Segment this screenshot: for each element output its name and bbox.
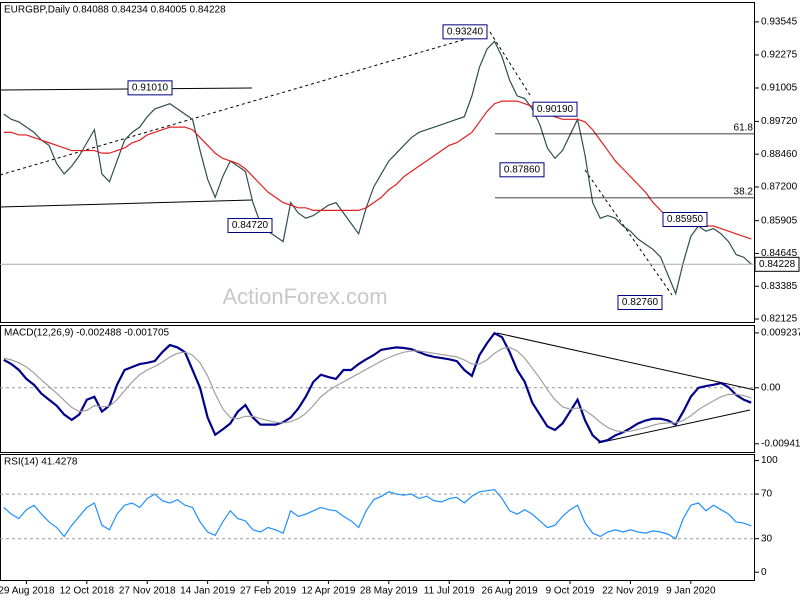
y-tick-label: 0.85905 <box>761 215 798 226</box>
series-line <box>3 331 752 444</box>
x-tick-label: 26 Aug 2019 <box>482 586 539 597</box>
y-tick-label: -0.009413 <box>761 438 800 449</box>
y-tick-label: 0.84645 <box>761 248 798 259</box>
series-line <box>3 40 752 296</box>
x-tick-label: 29 Aug 2018 <box>0 586 55 597</box>
trendline <box>0 199 253 208</box>
y-tick-label: 0.88460 <box>761 149 798 160</box>
price-panel <box>0 2 755 323</box>
trendline <box>584 169 673 296</box>
y-tick-label: 0.00 <box>761 382 781 393</box>
x-tick-label: 11 Jul 2019 <box>424 586 475 597</box>
fib-label: 38.2 <box>734 187 754 198</box>
y-tick-label: 70 <box>761 489 773 500</box>
x-tick-label: 22 Nov 2019 <box>602 586 659 597</box>
trendline <box>597 409 751 444</box>
trendline <box>489 31 531 96</box>
y-tick-label: 0.91005 <box>761 83 798 94</box>
y-tick-label: 0.83385 <box>761 281 798 292</box>
x-tick-label: 28 May 2019 <box>360 586 418 597</box>
series-line <box>3 100 752 240</box>
y-tick-label: 0.93545 <box>761 17 798 28</box>
rsi-panel <box>0 454 755 581</box>
annotation-label: 0.85950 <box>667 214 704 225</box>
x-tick-label: 14 Jan 2019 <box>180 586 235 597</box>
last-price-label: 0.84228 <box>759 259 796 270</box>
trendline <box>0 87 253 91</box>
annotation-box <box>617 294 663 310</box>
annotation-box <box>227 217 273 233</box>
annotation-box <box>662 211 708 227</box>
annotation-label: 0.93240 <box>447 26 484 37</box>
x-tick-label: 9 Oct 2019 <box>546 586 595 597</box>
x-tick-label: 12 Oct 2018 <box>60 586 115 597</box>
annotation-label: 0.84720 <box>232 220 269 231</box>
trendline <box>0 31 491 176</box>
x-tick-label: 9 Jan 2020 <box>666 586 716 597</box>
annotation-box <box>499 162 545 178</box>
x-tick-label: 12 Apr 2019 <box>301 586 355 597</box>
macd-title: MACD(12,26,9) -0.002488 -0.001705 <box>4 328 170 339</box>
y-tick-label: 30 <box>761 533 773 544</box>
y-tick-label: 0 <box>761 567 767 578</box>
y-tick-label: 100 <box>761 455 778 466</box>
annotation-label: 0.90190 <box>537 104 574 115</box>
annotation-label: 0.87860 <box>504 164 541 175</box>
annotation-label: 0.91010 <box>132 82 169 93</box>
last-price-box <box>754 256 800 272</box>
annotation-box <box>442 24 488 40</box>
annotation-box <box>532 101 578 117</box>
series-line <box>3 488 752 540</box>
watermark: ActionForex.com <box>222 284 387 309</box>
rsi-title: RSI(14) 41.4278 <box>4 457 78 468</box>
y-tick-label: 0.009237 <box>761 328 800 339</box>
y-tick-label: 0.89720 <box>761 116 798 127</box>
annotation-box <box>127 80 173 96</box>
x-tick-label: 27 Nov 2018 <box>119 586 176 597</box>
annotation-label: 0.82760 <box>622 297 659 308</box>
y-tick-label: 0.87200 <box>761 182 798 193</box>
macd-panel <box>0 325 755 453</box>
y-tick-label: 0.92275 <box>761 50 798 61</box>
series-line <box>3 346 752 433</box>
fib-label: 61.8 <box>734 123 754 134</box>
chart-title: EURGBP,Daily 0.84088 0.84234 0.84005 0.8… <box>4 5 226 16</box>
y-tick-label: 0.82125 <box>761 314 798 325</box>
trendline <box>496 332 756 391</box>
x-tick-label: 27 Feb 2019 <box>240 586 297 597</box>
